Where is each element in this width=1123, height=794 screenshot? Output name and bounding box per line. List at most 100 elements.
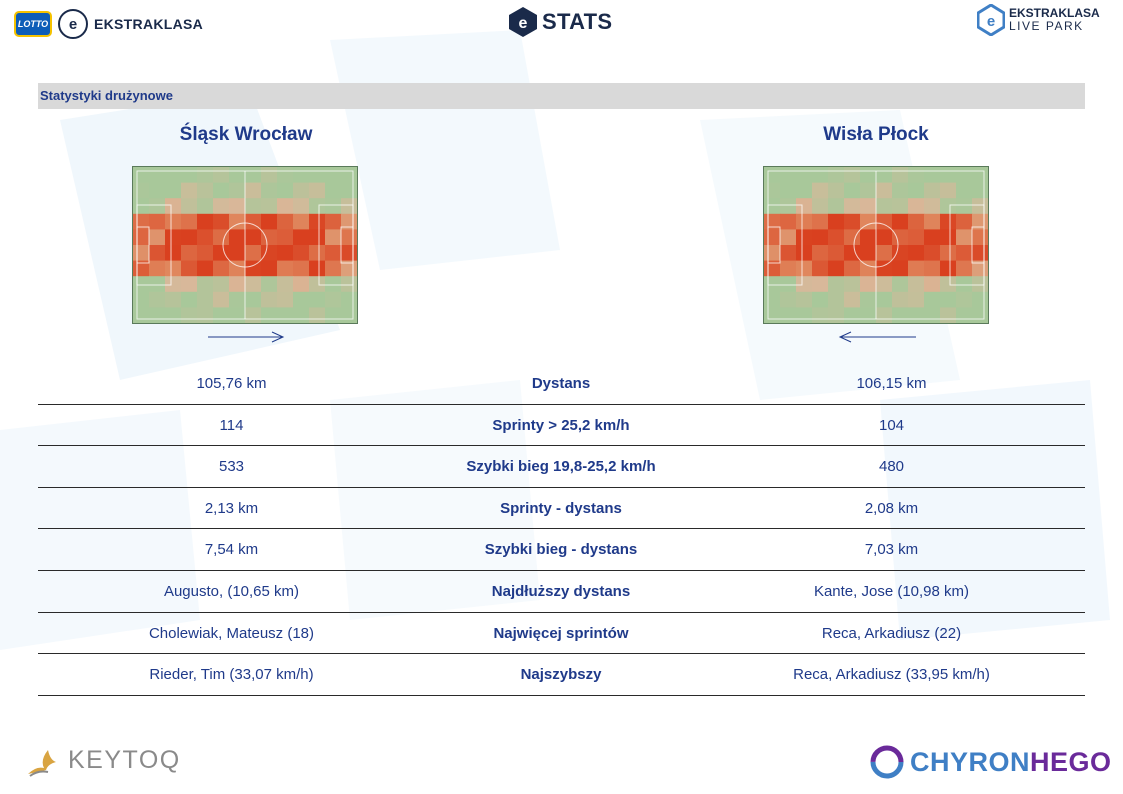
- stat-label: Szybki bieg - dystans: [484, 541, 638, 559]
- heatmap-cell: [908, 198, 925, 215]
- heatmap-cell: [197, 229, 214, 246]
- heatmap-cell: [277, 307, 294, 323]
- heatmap-cell: [293, 167, 310, 184]
- svg-text:e: e: [987, 13, 995, 30]
- heatmap-cell: [860, 260, 877, 277]
- heatmap-cell: [261, 291, 278, 308]
- heatmap-cell: [229, 198, 246, 215]
- away-value: Kante, Jose (10,98 km): [813, 582, 970, 600]
- heatmap-cell: [277, 245, 294, 262]
- heatmap-cell: [924, 167, 941, 184]
- heatmap-cell: [149, 198, 166, 215]
- heatmap-cell: [245, 291, 262, 308]
- home-value: 105,76 km: [196, 375, 267, 392]
- stat-label: Dystans: [531, 375, 591, 392]
- heatmap-cell: [876, 260, 893, 277]
- heatmap-cell: [860, 213, 877, 230]
- heatmap-cell: [229, 260, 246, 277]
- heatmap-cell: [229, 291, 246, 308]
- heatmap-cell: [277, 167, 294, 184]
- heatmap-cell: [780, 213, 797, 230]
- away-value: 106,15 km: [856, 375, 927, 392]
- heatmap-cell: [229, 167, 246, 184]
- live-park-logo: e EKSTRAKLASA LIVE PARK: [977, 4, 1100, 36]
- heatmap-cell: [261, 229, 278, 246]
- heatmap-cell: [149, 229, 166, 246]
- heatmap-cell: [924, 213, 941, 230]
- heatmap-cell: [181, 291, 198, 308]
- heatmap-cell: [213, 245, 230, 262]
- stats-table: 105,76 km Dystans 106,15 km 114 Sprinty …: [38, 363, 1085, 696]
- heatmap-cell: [828, 260, 845, 277]
- heatmap-cell: [197, 291, 214, 308]
- heatmap-cell: [213, 291, 230, 308]
- heatmap-cell: [261, 260, 278, 277]
- heatmap-cell: [325, 260, 342, 277]
- pitch-marking: [853, 222, 899, 268]
- heatmap-cell: [828, 213, 845, 230]
- heatmap-cell: [860, 307, 877, 323]
- heatmap-cell: [245, 198, 262, 215]
- heatmap-cell: [293, 260, 310, 277]
- heatmap-cell: [181, 167, 198, 184]
- heatmap-cell: [972, 182, 988, 199]
- heatmap-cell: [892, 229, 909, 246]
- heatmap-cell: [165, 291, 182, 308]
- heatmap-cell: [149, 213, 166, 230]
- lotto-logo: LOTTO: [14, 11, 52, 37]
- heatmap-cell: [828, 307, 845, 323]
- heatmap-cell: [860, 229, 877, 246]
- heatmap-cell: [229, 307, 246, 323]
- heatmap-cell: [277, 213, 294, 230]
- heatmap-cell: [181, 307, 198, 323]
- heatmap-cell: [940, 307, 957, 323]
- heatmap-cell: [309, 213, 326, 230]
- heatmap-cell: [133, 167, 150, 184]
- stat-row-most-sprints: Cholewiak, Mateusz (18) Najwięcej sprint…: [38, 613, 1085, 655]
- heatmap-cell: [908, 276, 925, 293]
- heatmap-cell: [828, 167, 845, 184]
- heatmap-cell: [892, 291, 909, 308]
- right-brand-line1: EKSTRAKLASA: [1009, 6, 1100, 20]
- home-value: 114: [219, 416, 244, 434]
- heatmap-cell: [780, 182, 797, 199]
- heatmap-cell: [972, 307, 988, 323]
- heatmap-cell: [261, 167, 278, 184]
- heatmap-cell: [213, 229, 230, 246]
- heatmap-cell: [245, 245, 262, 262]
- heatmap-cell: [261, 276, 278, 293]
- heatmap-cell: [908, 213, 925, 230]
- heatmap-cell: [133, 245, 150, 262]
- heatmap-cell: [181, 276, 198, 293]
- heatmap-cell: [764, 167, 781, 184]
- heatmap-cell: [165, 229, 182, 246]
- heatmap-cell: [956, 245, 973, 262]
- heatmap-cell: [325, 291, 342, 308]
- heatmap-cell: [197, 198, 214, 215]
- heatmap-cell: [812, 229, 829, 246]
- stat-label: Szybki bieg 19,8-25,2 km/h: [466, 458, 656, 476]
- heatmap-cell: [796, 229, 813, 246]
- heatmap-cell: [860, 291, 877, 308]
- heatmap-cell: [341, 167, 357, 184]
- home-team-name: Śląsk Wrocław: [179, 124, 313, 145]
- heatmap-cell: [309, 198, 326, 215]
- heatmap-cell: [940, 276, 957, 293]
- left-brand-text: EKSTRAKLASA: [94, 16, 204, 32]
- heatmap-cell: [860, 198, 877, 215]
- heatmap-cell: [325, 198, 342, 215]
- heatmap-cell: [828, 182, 845, 199]
- heatmap-cell: [972, 198, 988, 215]
- heatmap-cell: [812, 245, 829, 262]
- heatmap-cell: [940, 167, 957, 184]
- away-heatmap: [763, 166, 989, 324]
- away-value: Reca, Arkadiusz (22): [821, 624, 962, 642]
- heatmap-cell: [181, 198, 198, 215]
- heatmap-cell: [341, 182, 357, 199]
- section-title: Statystyki drużynowe: [40, 88, 173, 103]
- heatmap-cell: [165, 167, 182, 184]
- heatmap-cell: [972, 167, 988, 184]
- heatmap-cell: [812, 276, 829, 293]
- ball-icon: e: [58, 9, 88, 39]
- heatmap-cell: [133, 276, 150, 293]
